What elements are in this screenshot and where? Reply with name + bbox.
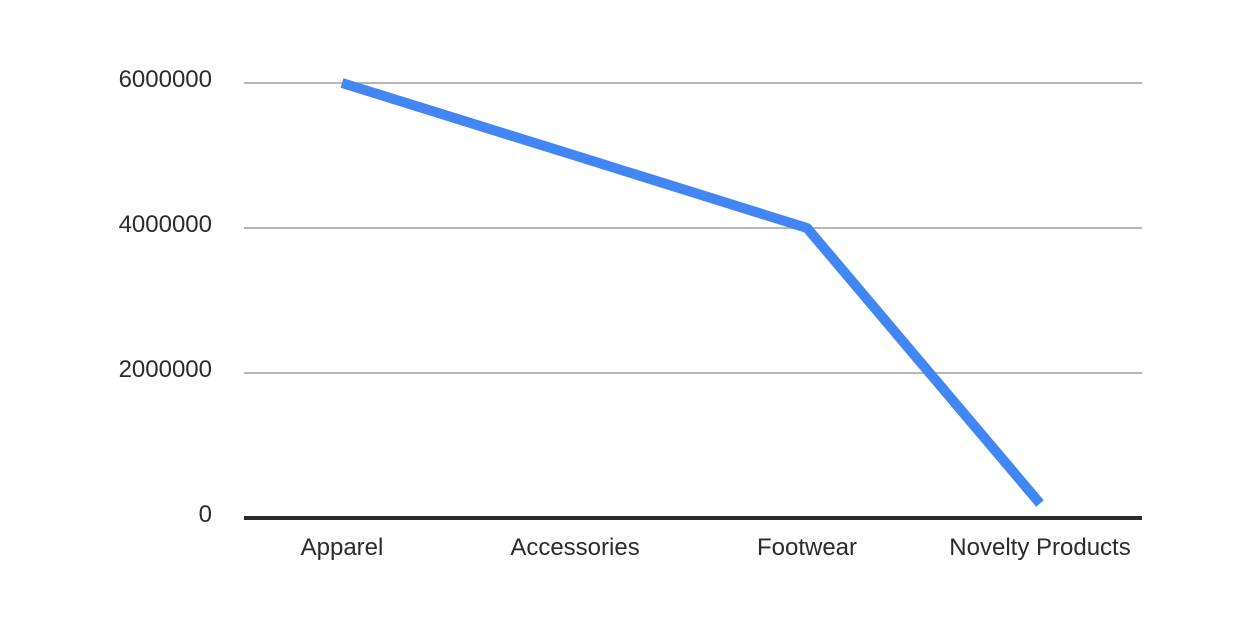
series-line [340, 78, 1044, 507]
x-category-label: Footwear [757, 534, 857, 561]
y-tick-label: 2000000 [119, 356, 212, 383]
gridlines [244, 82, 1142, 520]
series-lines [340, 78, 1044, 507]
x-axis-category-labels: Apparel Accessories Footwear Novelty Produc… [301, 534, 1131, 561]
y-tick-label: 6000000 [119, 66, 212, 93]
x-category-label: Apparel [301, 534, 384, 561]
y-axis-tick-labels: 0 2000000 4000000 6000000 [119, 66, 212, 528]
y-tick-label: 0 [199, 501, 212, 528]
y-tick-label: 4000000 [119, 211, 212, 238]
x-category-label: Accessories [510, 534, 639, 561]
x-category-label: Novelty Products [949, 534, 1130, 561]
